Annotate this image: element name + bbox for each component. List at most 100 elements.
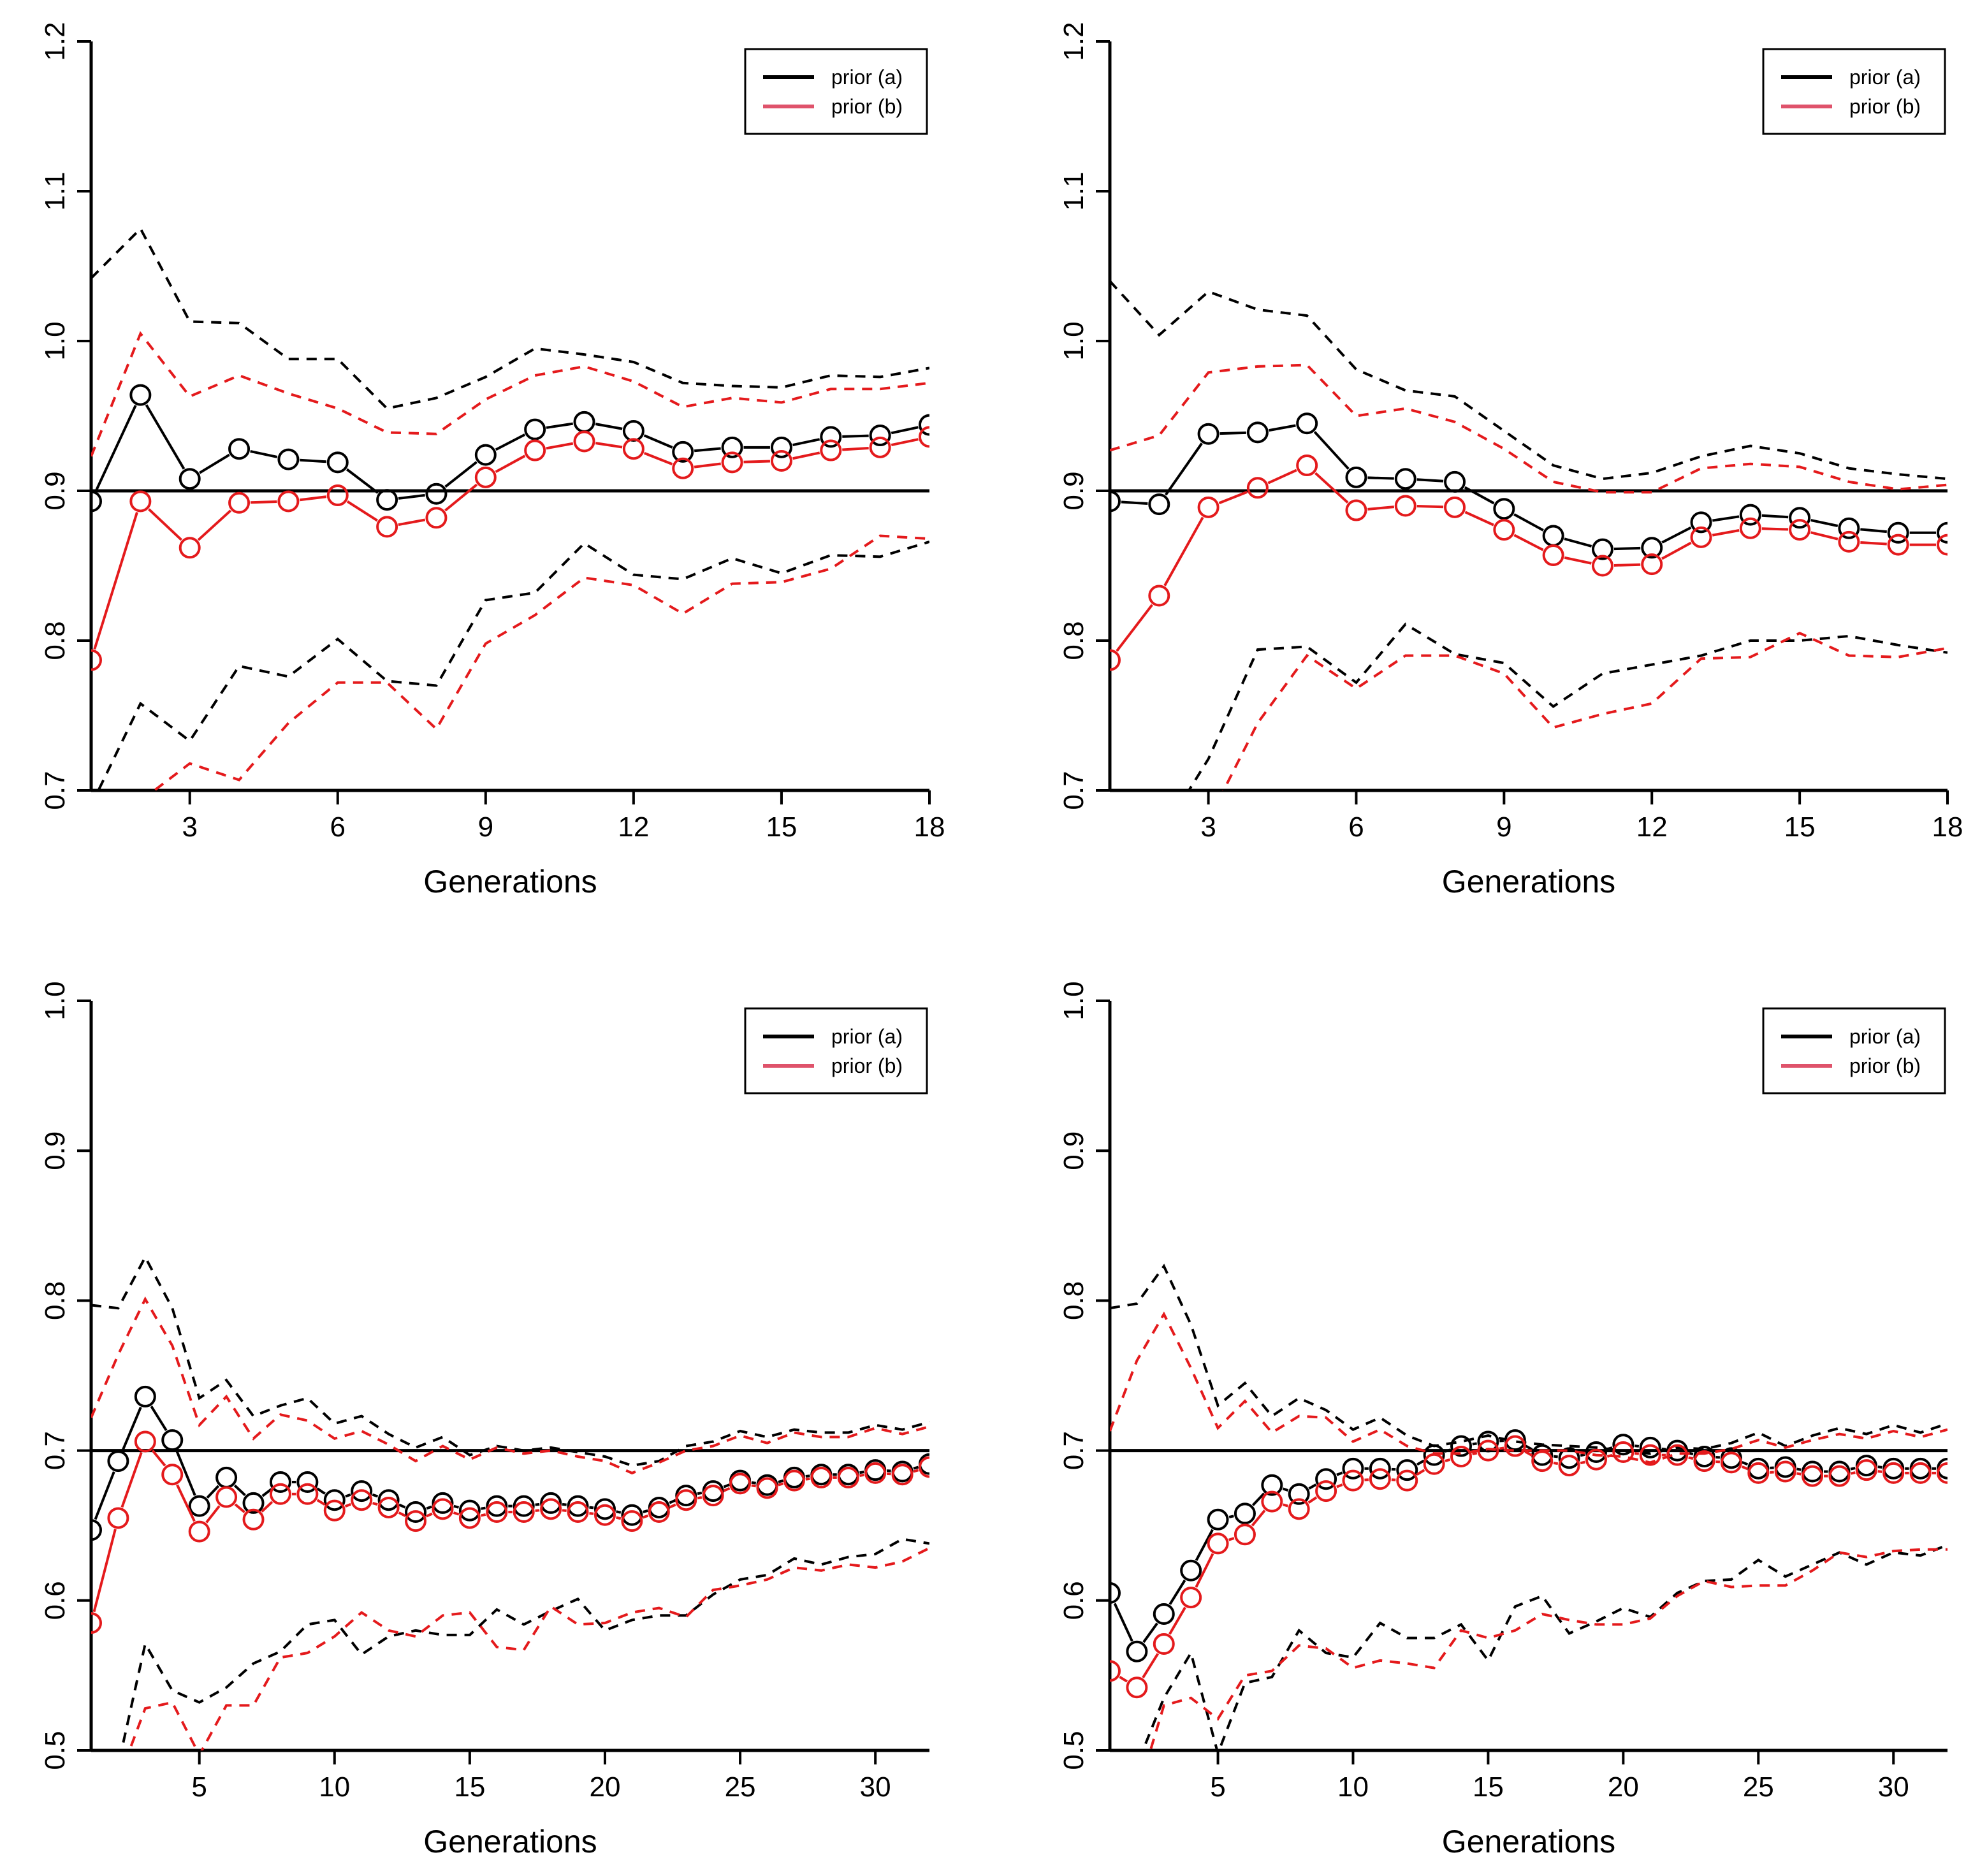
series-b-lower-bound: [1149, 1548, 1948, 1750]
series-a-segment: [1524, 1444, 1533, 1451]
series-a-segment: [345, 1493, 351, 1498]
series-a-segment: [1228, 1515, 1234, 1518]
series-b-segment: [1860, 541, 1887, 546]
series-a-point: [458, 1499, 481, 1522]
series-b-point: [810, 1466, 833, 1488]
series-b-segment: [1416, 505, 1444, 509]
series-b-segment: [859, 1473, 864, 1477]
series-a-segment: [546, 422, 574, 429]
series-a-point: [648, 1496, 670, 1518]
series-b-point: [178, 537, 201, 559]
series-b-point: [188, 1520, 210, 1543]
series-b-segment: [1761, 527, 1789, 531]
series-b-point: [513, 1501, 535, 1523]
series-a-point: [1396, 1459, 1418, 1481]
y-tick-label: 1.1: [40, 171, 71, 210]
series-b-point: [1110, 1660, 1121, 1682]
y-tick-label: 1.0: [1058, 981, 1089, 1020]
series-a-point: [277, 448, 300, 470]
series-a-point: [377, 1489, 400, 1511]
series-a-segment: [1195, 1529, 1214, 1561]
x-tick-label: 25: [1743, 1771, 1774, 1803]
series-a-point: [296, 1471, 319, 1493]
series-b-point: [1315, 1480, 1337, 1502]
series-a-point: [593, 1498, 616, 1520]
series-a-segment: [1741, 1461, 1749, 1466]
legend-label-a: prior (a): [1849, 1025, 1921, 1048]
x-tick-label: 5: [1210, 1771, 1225, 1803]
series-a-point: [376, 489, 398, 511]
series-b-point: [91, 649, 102, 671]
series-a-point: [672, 440, 694, 463]
series-a-point: [432, 1492, 454, 1514]
series-a-segment: [891, 426, 919, 435]
series-b-segment: [1163, 516, 1204, 586]
y-tick-label: 1.1: [1058, 171, 1089, 210]
series-b-point: [1207, 1532, 1229, 1555]
series-b-segment: [425, 1512, 433, 1518]
series-a-point: [621, 1504, 643, 1526]
series-a-point: [1110, 1582, 1121, 1604]
series-b-point: [129, 490, 152, 513]
series-b-segment: [398, 1511, 406, 1517]
series-a-point: [1802, 1460, 1824, 1483]
series-a-segment: [535, 1502, 540, 1506]
series-a-point: [474, 444, 497, 466]
series-b-point: [1838, 530, 1860, 553]
series-b-point: [1369, 1468, 1391, 1490]
series-b-point: [228, 491, 251, 514]
series-b-segment: [495, 454, 526, 473]
series-b-segment: [616, 1516, 622, 1520]
series-a-point: [675, 1485, 697, 1507]
series-a-point: [1342, 1457, 1364, 1480]
series-a-upper-bound: [91, 1254, 929, 1467]
series-b-segment: [300, 495, 327, 502]
series-b-segment: [1712, 529, 1740, 537]
y-tick-label: 0.8: [1058, 621, 1089, 660]
series-a-segment: [300, 458, 326, 463]
x-tick-label: 30: [1878, 1771, 1909, 1803]
series-b-segment: [1850, 1471, 1856, 1475]
series-a-point: [161, 1429, 184, 1451]
series-a-point: [129, 384, 152, 406]
series-b-point: [1909, 1462, 1932, 1484]
series-a-point: [269, 1471, 291, 1493]
x-tick-label: 15: [1784, 811, 1816, 843]
y-tick-label: 0.6: [40, 1581, 71, 1620]
series-b-point: [486, 1501, 508, 1523]
series-b-point: [621, 1510, 643, 1532]
series-b-point: [869, 436, 891, 458]
series-a-segment: [1580, 1453, 1585, 1457]
series-b-segment: [346, 500, 379, 522]
series-a-segment: [398, 493, 425, 500]
y-tick-label: 0.5: [40, 1731, 71, 1770]
series-b-segment: [93, 512, 138, 650]
series-b-point: [1504, 1435, 1526, 1457]
series-b-segment: [372, 1502, 378, 1506]
x-tick-label: 5: [191, 1771, 207, 1803]
series-a-segment: [199, 453, 230, 474]
series-b-point: [134, 1430, 156, 1453]
series-b-point: [622, 438, 644, 460]
series-b-point: [1558, 1455, 1580, 1477]
series-a-point: [513, 1495, 535, 1517]
series-a-segment: [444, 461, 477, 488]
series-a-segment: [1169, 1579, 1186, 1605]
series-a-point: [1542, 525, 1564, 547]
series-a-segment: [1336, 1471, 1343, 1476]
panel-bottom-right: 0.5 0.6 0.7 0.8 0.9 1.0 5 10 15 20 25 30 Generations…: [1058, 981, 1948, 1859]
series-a-point: [1937, 521, 1948, 544]
series-b-point: [1477, 1439, 1499, 1462]
series-a-segment: [792, 438, 820, 447]
series-a-upper-bound: [1110, 1263, 1948, 1455]
series-b-point: [1542, 544, 1564, 567]
x-tick-label: 10: [319, 1771, 350, 1803]
series-a-segment: [94, 405, 137, 491]
legend-label-a: prior (a): [831, 1025, 903, 1048]
series-a-point: [1789, 507, 1811, 529]
series-b-point: [1585, 1448, 1607, 1471]
series-b-segment: [1228, 1537, 1235, 1541]
series-b-point: [91, 1612, 102, 1634]
series-b-lower-bound: [152, 534, 929, 790]
series-b-segment: [1796, 1472, 1802, 1476]
